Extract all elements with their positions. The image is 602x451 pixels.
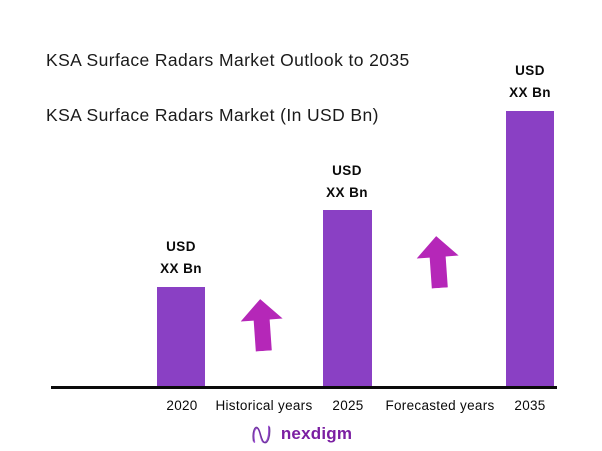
axis-annotation-forecasted: Forecasted years	[385, 398, 495, 413]
value-line-amount: XX Bn	[160, 261, 202, 276]
x-tick-2025: 2025	[332, 398, 364, 413]
bar-value-label-2035: USD XX Bn	[509, 60, 551, 104]
axis-annotation-historical: Historical years	[215, 398, 313, 413]
nexdigm-wave-icon	[250, 422, 274, 446]
value-line-usd: USD	[332, 163, 362, 178]
bar-2035	[506, 111, 554, 388]
x-tick-2035: 2035	[514, 398, 546, 413]
value-line-usd: USD	[166, 239, 196, 254]
x-tick-2020: 2020	[166, 398, 198, 413]
value-line-amount: XX Bn	[509, 85, 551, 100]
growth-arrow-icon	[415, 235, 461, 290]
x-axis-line	[51, 386, 557, 389]
chart-subtitle: KSA Surface Radars Market (In USD Bn)	[46, 105, 379, 125]
bar-2020	[157, 287, 205, 388]
growth-arrow-icon	[239, 298, 285, 353]
nexdigm-logo: nexdigm	[250, 422, 352, 446]
chart-title: KSA Surface Radars Market Outlook to 203…	[46, 50, 410, 70]
value-line-amount: XX Bn	[326, 185, 368, 200]
bar-value-label-2025: USD XX Bn	[326, 160, 368, 204]
bar-value-label-2020: USD XX Bn	[160, 236, 202, 280]
bar-2025	[323, 210, 372, 388]
nexdigm-logo-text: nexdigm	[280, 424, 353, 443]
value-line-usd: USD	[515, 63, 545, 78]
